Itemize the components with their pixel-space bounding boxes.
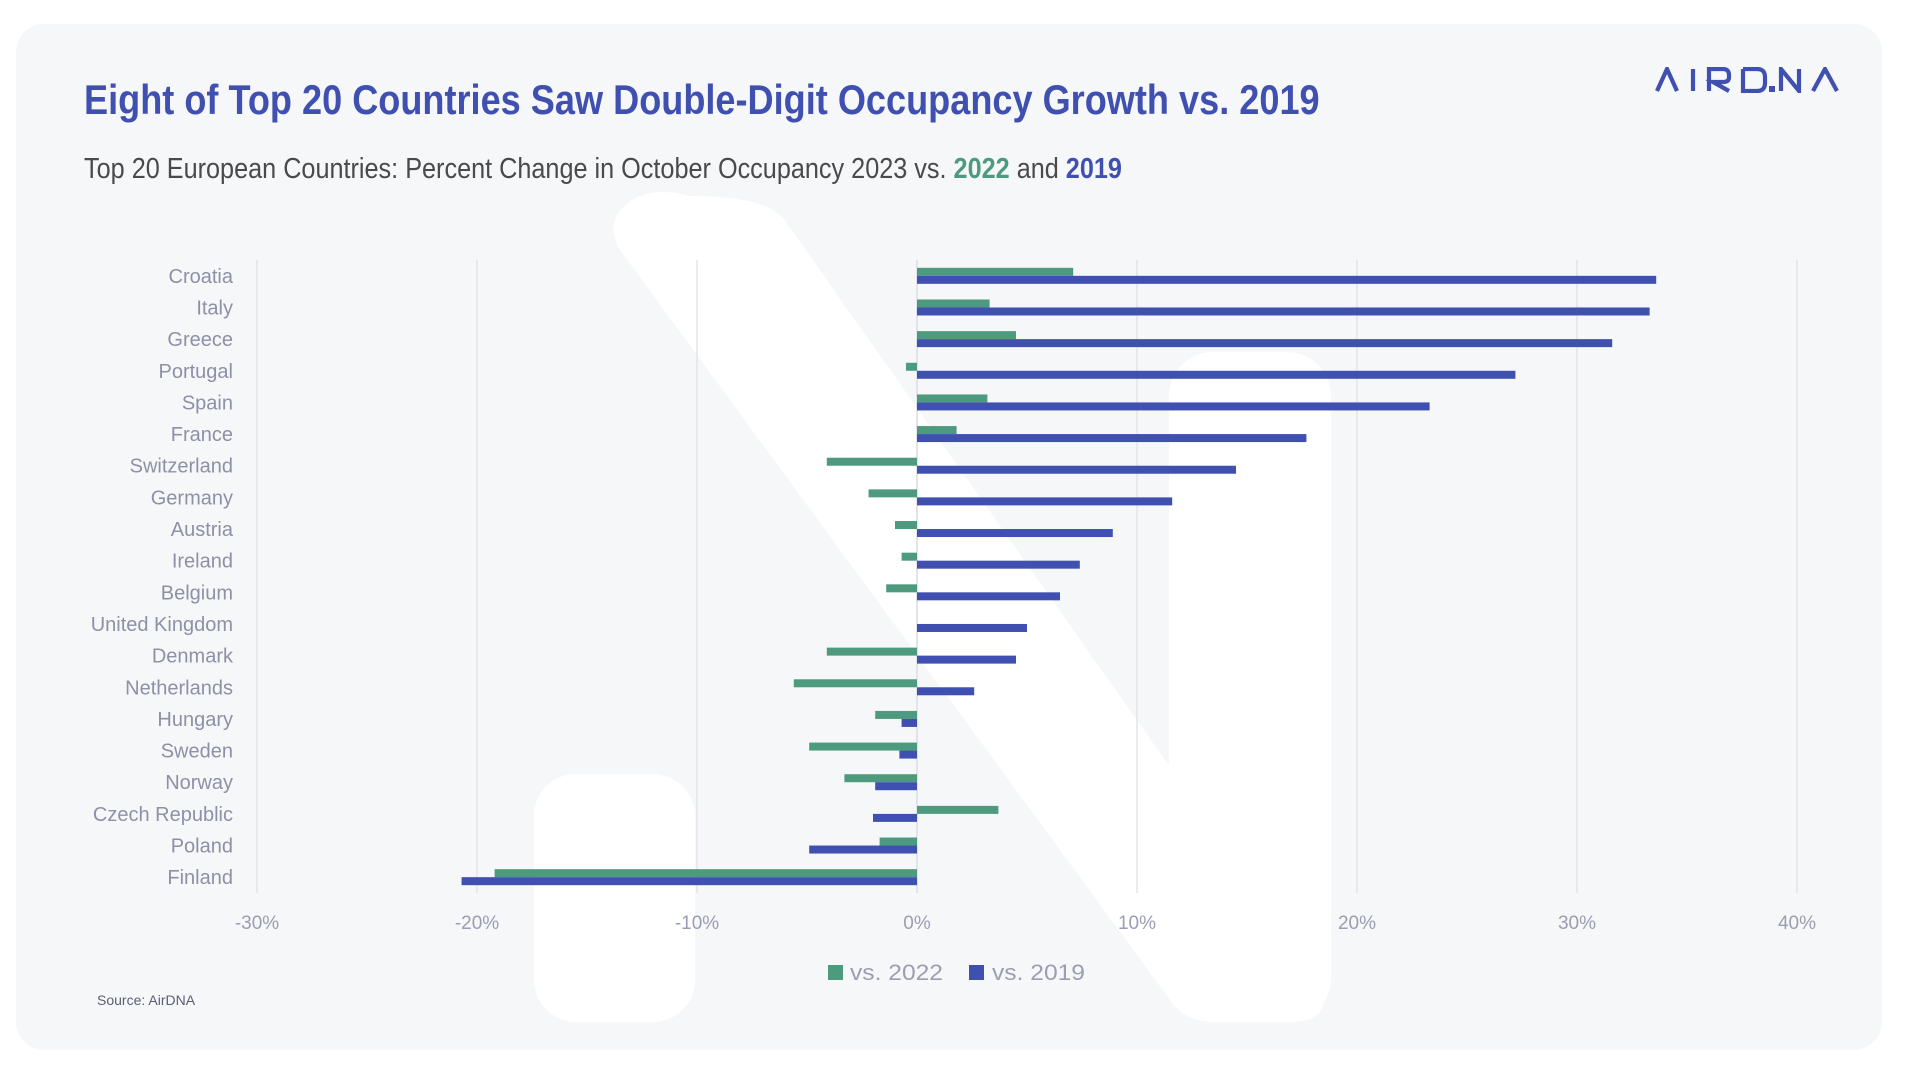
y-category-label: Greece (167, 329, 233, 351)
bar-vs-2022-finland (494, 869, 917, 878)
bar-vs-2022-norway (844, 774, 917, 783)
bar-vs-2019-hungary (901, 718, 917, 727)
y-category-label: Poland (171, 836, 233, 858)
page-title: Eight of Top 20 Countries Saw Double-Dig… (84, 76, 1320, 123)
bar-vs-2022-switzerland (826, 457, 917, 466)
subtitle-year-2022: 2022 (953, 153, 1010, 185)
y-category-label: Spain (182, 392, 233, 414)
y-category-label: Germany (151, 487, 233, 509)
bar-vs-2019-poland (809, 845, 917, 854)
y-category-label: United Kingdom (91, 614, 233, 636)
x-tick-label: 0% (903, 913, 931, 934)
bar-vs-2022-greece (917, 331, 1016, 340)
x-tick-label: -20% (455, 913, 499, 934)
subtitle-year-2019: 2019 (1065, 153, 1122, 185)
bar-vs-2022-ireland (901, 552, 917, 561)
bar-vs-2019-france (917, 434, 1307, 443)
y-category-label: Italy (196, 297, 233, 319)
bar-vs-2022-france (917, 426, 957, 435)
bar-vs-2019-spain (917, 402, 1430, 411)
bar-vs-2019-austria (917, 529, 1113, 538)
bar-vs-2022-germany (868, 489, 917, 498)
bar-vs-2019-denmark (917, 655, 1016, 664)
y-category-label: Hungary (157, 709, 233, 731)
x-tick-label: -30% (235, 913, 279, 934)
bar-vs-2022-spain (917, 394, 988, 403)
legend-swatch-vs-2019 (969, 965, 984, 980)
bar-vs-2019-greece (917, 339, 1613, 348)
x-tick-label: 30% (1558, 913, 1596, 934)
y-category-label: Czech Republic (93, 804, 233, 826)
bar-vs-2022-italy (917, 299, 990, 308)
legend-label-vs-2019: vs. 2019 (992, 960, 1085, 985)
y-category-label: Portugal (159, 361, 234, 383)
y-category-label: Croatia (169, 266, 234, 288)
y-category-label: Netherlands (125, 677, 233, 699)
bar-vs-2019-portugal (917, 370, 1516, 379)
bar-vs-2022-portugal (906, 362, 917, 371)
x-tick-label: 10% (1118, 913, 1156, 934)
y-category-label: Ireland (172, 551, 233, 573)
legend-label-vs-2022: vs. 2022 (850, 960, 943, 985)
y-category-label: France (171, 424, 233, 446)
subtitle-prefix: Top 20 European Countries: Percent Chang… (84, 153, 954, 185)
bar-vs-2022-denmark (826, 647, 917, 656)
bar-vs-2019-united-kingdom (917, 623, 1027, 632)
y-category-label: Norway (165, 772, 233, 794)
y-category-label: Belgium (161, 582, 233, 604)
page-subtitle: Top 20 European Countries: Percent Chang… (84, 153, 1122, 186)
bar-vs-2022-croatia (917, 267, 1074, 276)
x-tick-label: 20% (1338, 913, 1376, 934)
bar-vs-2019-czech-republic (873, 813, 917, 822)
y-category-label: Switzerland (130, 456, 233, 478)
subtitle-mid: and (1009, 153, 1066, 185)
bar-vs-2022-austria (895, 521, 917, 530)
x-tick-label: -10% (675, 913, 719, 934)
bar-vs-2022-czech-republic (917, 805, 999, 814)
y-category-label: Austria (171, 519, 234, 541)
bar-vs-2019-switzerland (917, 465, 1236, 474)
source-note: Source: AirDNA (97, 992, 196, 1008)
bar-vs-2019-finland (461, 877, 917, 886)
legend-swatch-vs-2022 (828, 965, 843, 980)
bar-vs-2019-norway (875, 782, 917, 791)
bar-vs-2019-italy (917, 307, 1650, 316)
y-category-label: Sweden (161, 741, 233, 763)
bar-vs-2019-croatia (917, 275, 1657, 284)
bar-vs-2019-ireland (917, 560, 1080, 569)
watermark-n-icon (534, 192, 1331, 1022)
x-tick-label: 40% (1778, 913, 1816, 934)
bar-vs-2019-sweden (899, 750, 917, 759)
y-category-label: Denmark (152, 646, 234, 668)
bar-vs-2019-germany (917, 497, 1173, 506)
bar-vs-2022-sweden (809, 742, 917, 751)
bar-vs-2019-belgium (917, 592, 1060, 601)
bar-vs-2022-poland (879, 837, 917, 846)
bar-vs-2022-belgium (886, 584, 917, 593)
y-category-label: Finland (167, 867, 233, 889)
airdna-logo-icon (1655, 67, 1839, 93)
bar-vs-2019-netherlands (917, 687, 975, 696)
bar-vs-2022-hungary (875, 710, 917, 719)
bar-chart: Croatia Italy Greece Portugal Spain France Swi… (91, 260, 1816, 985)
chart-card: Eight of Top 20 Countries Saw Double-Dig… (16, 24, 1882, 1050)
bar-vs-2022-netherlands (793, 679, 917, 688)
